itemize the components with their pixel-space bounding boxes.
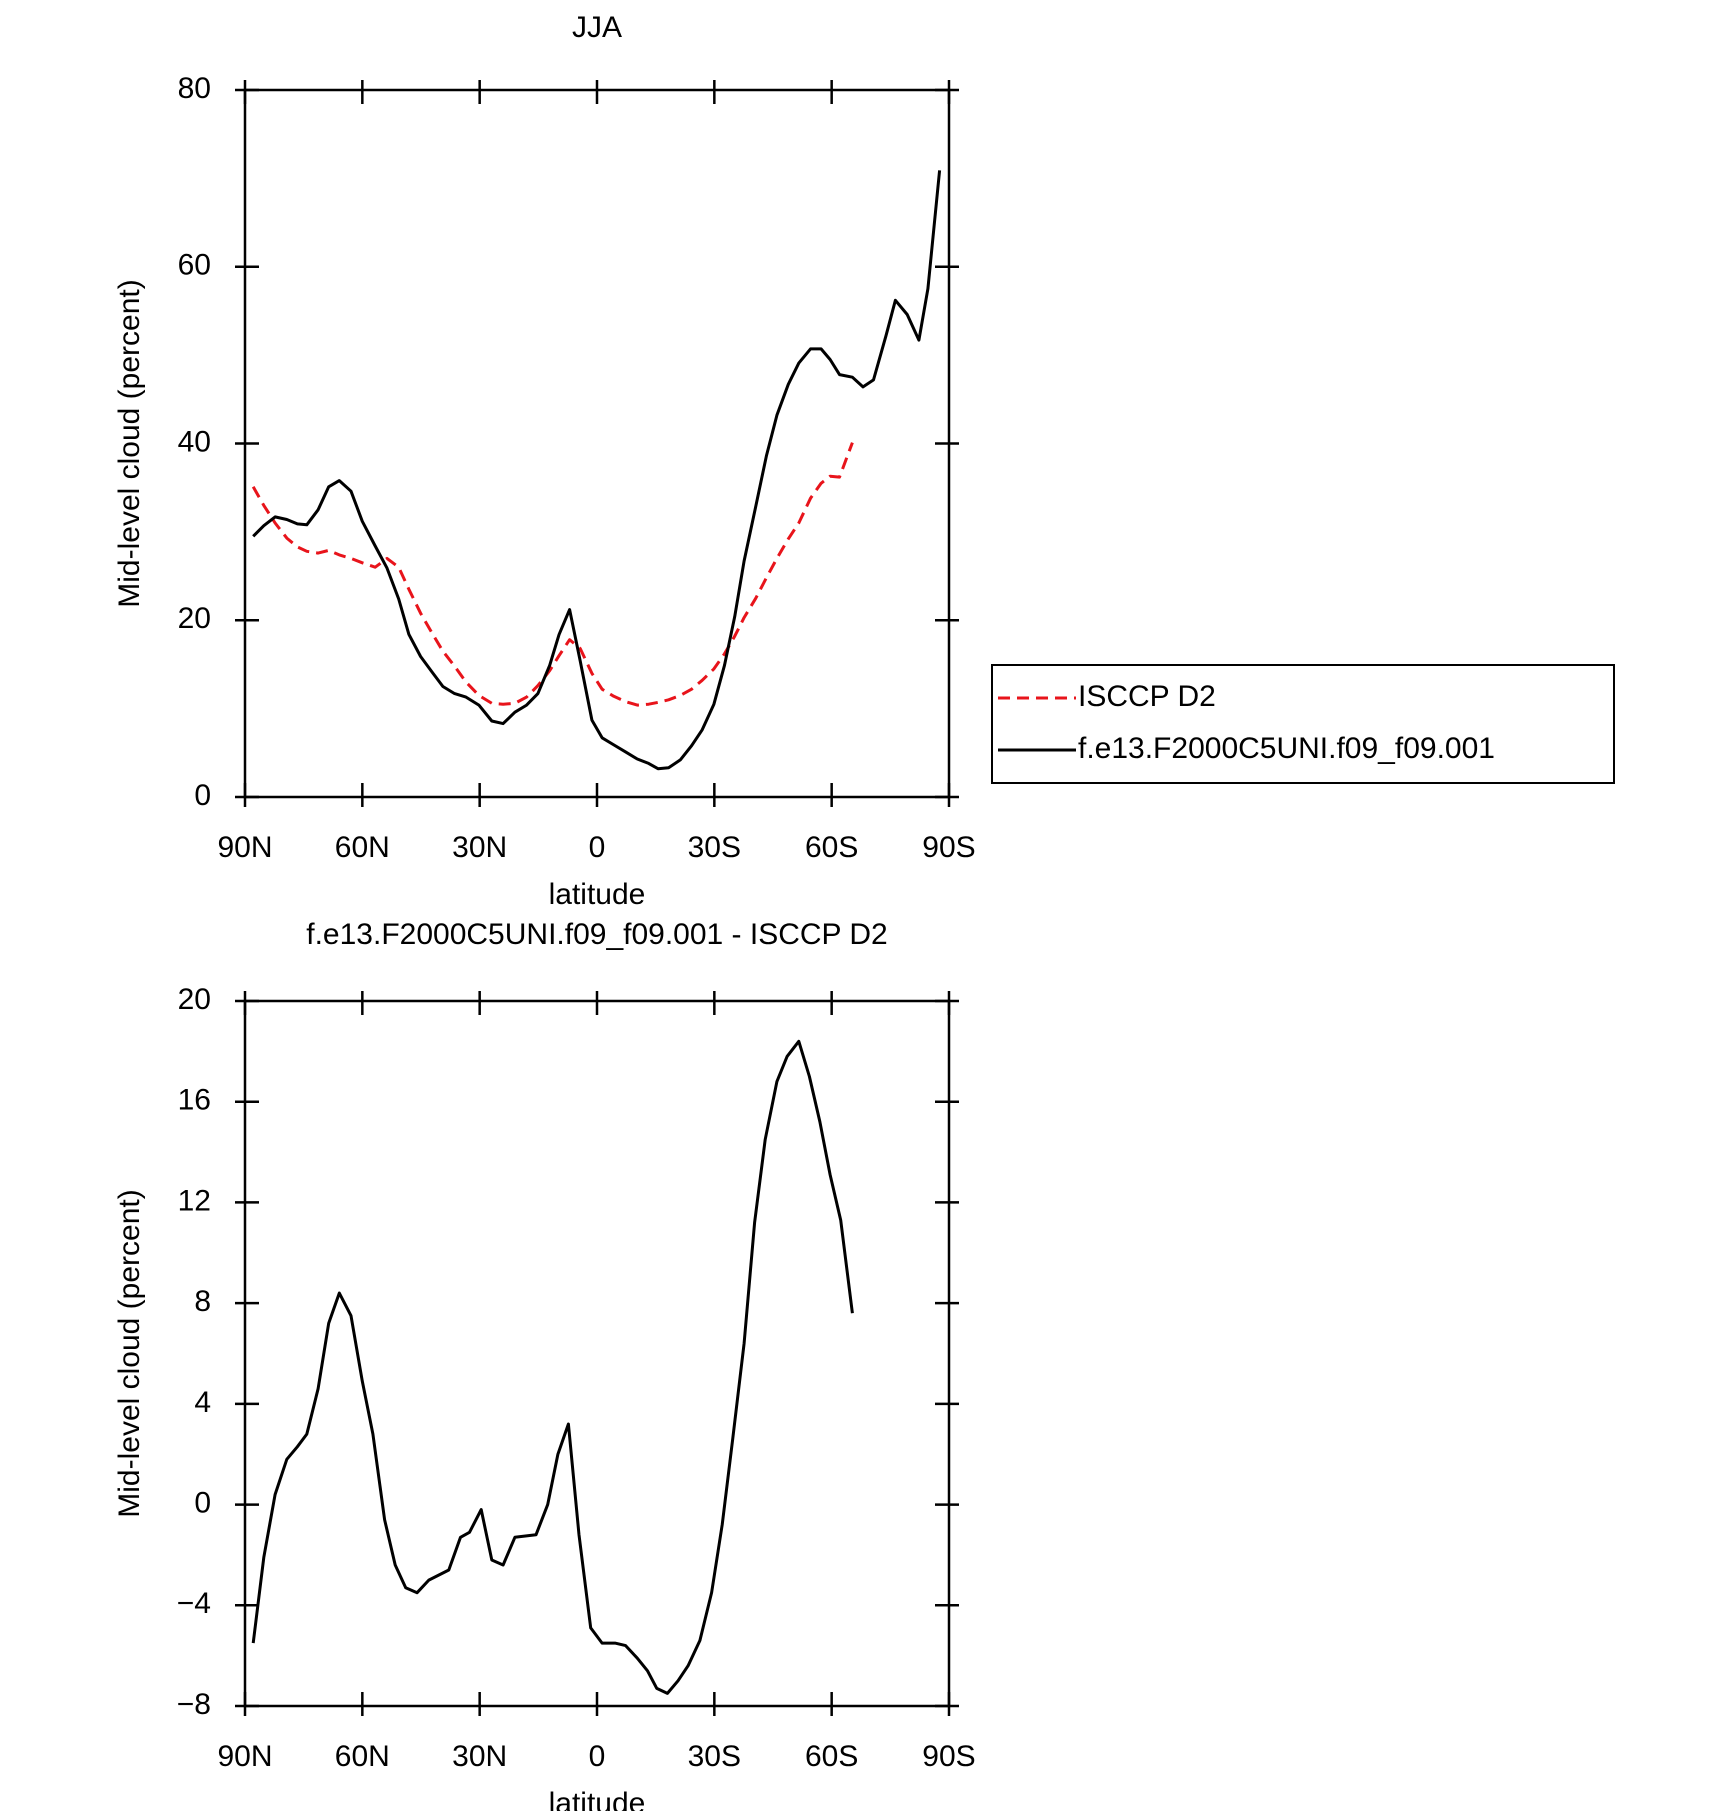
y-tick-label: −8 — [177, 1688, 211, 1721]
x-tick-label: 60N — [335, 1740, 390, 1773]
y-tick-label: 0 — [194, 1486, 211, 1519]
y-tick-label: 40 — [178, 425, 211, 458]
x-axis-label: latitude — [549, 1787, 646, 1811]
x-tick-label: 30N — [452, 831, 507, 864]
legend-label: ISCCP D2 — [1078, 680, 1216, 713]
x-tick-label: 90N — [217, 1740, 272, 1773]
data-line — [252, 170, 942, 771]
x-axis-label: latitude — [549, 878, 646, 911]
plot-frame — [243, 88, 951, 799]
y-axis-label: Mid-level cloud (percent) — [113, 279, 146, 607]
x-tick-label: 60S — [805, 1740, 858, 1773]
y-tick-label: 12 — [178, 1184, 211, 1217]
y-tick-label: 16 — [178, 1084, 211, 1117]
y-axis-label: Mid-level cloud (percent) — [113, 1189, 146, 1517]
y-tick-label: 60 — [178, 249, 211, 282]
y-tick-label: 8 — [194, 1285, 211, 1318]
x-tick-label: 0 — [589, 831, 606, 864]
data-line — [251, 442, 854, 707]
x-tick-label: 30S — [688, 1740, 741, 1773]
legend-label: f.e13.F2000C5UNI.f09_f09.001 — [1078, 732, 1495, 765]
chart-panel: JJA 90N 60N 30N 0 30S 60S 90S 0 20 40 60 80 latitude M… — [113, 11, 1615, 911]
chart-panel: f.e13.F2000C5UNI.f09_f09.001 - ISCCP D2 9… — [113, 918, 976, 1811]
plot-frame — [243, 999, 951, 1708]
x-tick-label: 90S — [922, 1740, 975, 1773]
y-tick-label: −4 — [177, 1587, 211, 1620]
y-tick-label: 4 — [194, 1386, 211, 1419]
x-tick-label: 30S — [688, 831, 741, 864]
y-tick-label: 0 — [194, 779, 211, 812]
x-tick-label: 90S — [922, 831, 975, 864]
x-tick-label: 90N — [217, 831, 272, 864]
x-tick-label: 30N — [452, 1740, 507, 1773]
legend-box — [991, 664, 1615, 784]
chart-title: f.e13.F2000C5UNI.f09_f09.001 - ISCCP D2 — [306, 918, 887, 951]
data-line — [251, 1039, 854, 1695]
x-tick-label: 60N — [335, 831, 390, 864]
y-tick-label: 20 — [178, 983, 211, 1016]
chart-title: JJA — [572, 11, 622, 44]
y-tick-label: 80 — [178, 72, 211, 105]
x-tick-label: 60S — [805, 831, 858, 864]
x-tick-label: 0 — [589, 1740, 606, 1773]
y-tick-label: 20 — [178, 602, 211, 635]
